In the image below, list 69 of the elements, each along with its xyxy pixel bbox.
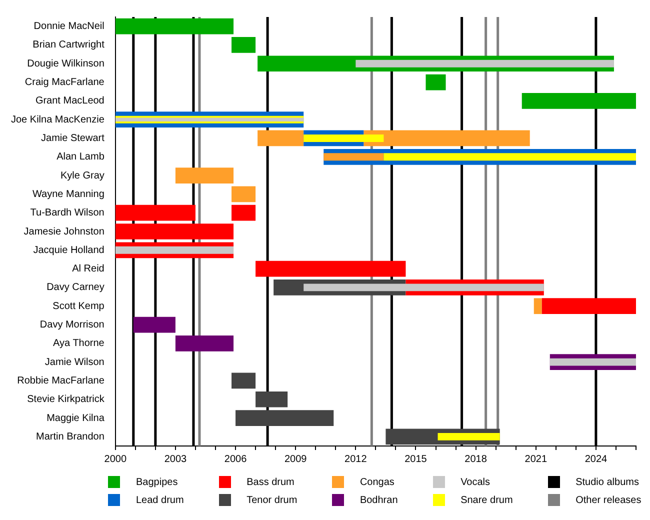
bar [232,186,256,202]
y-tick-label: Donnie MacNeil [34,21,104,32]
x-tick-label: 2018 [464,454,488,465]
bar [550,358,636,366]
bar [438,432,500,440]
y-tick-label: Kyle Gray [60,170,104,182]
legend-label: Lead drum [136,494,184,506]
y-tick-label: Jacquie Holland [33,244,104,256]
legend-label: Bodhran [360,494,398,506]
legend-label: Vocals [460,476,490,488]
bar [236,410,334,426]
legend-label: Studio albums [576,476,639,488]
y-tick-label: Tu-Bardh Wilson [30,208,104,219]
bar [115,204,196,221]
y-tick-label: Jamie Stewart [41,132,105,144]
y-tick-label: Robbie MacFarlane [17,375,105,386]
x-tick-label: 2021 [524,454,548,465]
y-tick-label: Scott Kemp [52,300,105,312]
legend-label: Congas [360,476,394,488]
x-tick-label: 2000 [104,454,127,465]
bar [534,298,542,314]
y-tick-label: Alan Lamb [56,152,105,163]
x-tick-label: 2012 [344,454,368,465]
y-tick-label: Stevie Kirkpatrick [27,394,106,406]
bar [258,130,304,146]
y-tick-label: Grant MacLeod [35,96,104,107]
legend-label: Tenor drum [246,494,298,506]
bar [542,298,636,314]
x-tick-label: 2006 [224,454,248,465]
bar [115,18,234,34]
bar [364,130,530,146]
legend-label: Bagpipes [136,476,178,488]
bar [324,153,384,161]
bar [256,391,288,408]
legend-label: Bass drum [246,476,294,488]
legend-label: Other releases [576,494,642,506]
x-tick-label: 2003 [164,454,188,465]
y-tick-label: Davy Morrison [40,320,104,331]
bar [232,37,256,53]
bar [304,284,544,292]
bar [115,224,234,240]
y-tick-label: Aya Thorne [53,338,105,350]
x-tick-label: 2009 [284,454,308,465]
y-tick-label: Maggie Kilna [46,412,105,424]
bar [356,60,614,68]
y-tick-label: Dougie Wilkinson [27,58,104,70]
bar [175,168,234,184]
y-tick-label: Craig MacFarlane [24,77,105,88]
y-tick-label: Al Reid [72,264,104,275]
x-tick-label: 2024 [584,454,608,465]
bar [232,204,256,221]
y-tick-label: Jamie Wilson [44,356,104,368]
legend-label: Snare drum [460,494,513,506]
y-tick-label: Martin Brandon [36,431,104,442]
y-tick-label: Joe Kilna MacKenzie [10,114,105,126]
bar [133,316,176,333]
bar [426,74,446,90]
bar [522,93,636,109]
y-tick-label: Wayne Manning [32,188,104,200]
bar [175,335,234,352]
bar [384,153,636,161]
bar [232,372,256,389]
bar [115,246,234,254]
y-tick-label: Jamesie Johnston [24,226,104,238]
y-tick-label: Davy Carney [46,282,104,294]
bar [304,134,384,142]
y-tick-label: Brian Cartwright [32,40,105,51]
x-tick-label: 2015 [404,454,428,465]
bar [256,260,406,277]
